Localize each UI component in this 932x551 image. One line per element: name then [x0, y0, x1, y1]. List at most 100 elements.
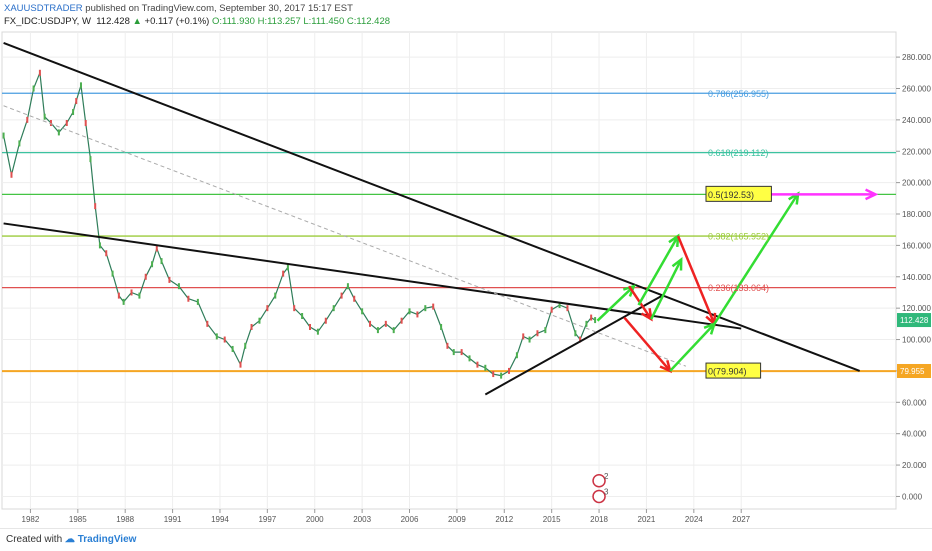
candle-bar: [522, 333, 525, 340]
symbol-name[interactable]: FX_IDC:USDJPY, W: [4, 16, 91, 27]
price-tag-label: 112.428: [900, 316, 929, 325]
candle-bar: [26, 116, 29, 123]
candle-bar: [258, 317, 261, 324]
last-price: 112.428: [96, 16, 130, 27]
candle-bar: [544, 327, 547, 334]
x-tick-label: 2021: [638, 515, 656, 524]
x-tick-label: 1982: [22, 515, 40, 524]
trendline: [3, 222, 742, 330]
candle-bar: [57, 129, 60, 136]
candle-bar: [105, 250, 108, 257]
up-arrow-icon: ▲: [132, 16, 142, 27]
candle-bar: [346, 283, 349, 290]
footer-bar: Created with ☁ TradingView: [0, 528, 932, 551]
candle-bar: [244, 342, 247, 349]
candle-bar: [274, 292, 277, 299]
fib-level-label: 0(79.904): [708, 367, 747, 377]
candle-bar: [98, 242, 101, 249]
candle-bar: [231, 345, 234, 352]
candle-bar: [10, 171, 13, 178]
created-with: Created with ☁ TradingView: [6, 534, 136, 545]
candle-bar: [43, 113, 46, 120]
open-value: O:111.930: [211, 16, 255, 27]
y-tick-label: 200.000: [902, 179, 931, 188]
tradingview-logo-icon[interactable]: ☁: [64, 534, 75, 545]
candle-bar: [32, 85, 35, 92]
candle-bar: [558, 302, 561, 309]
candle-bar: [424, 305, 427, 312]
author-name[interactable]: XAUUSDTRADER: [4, 3, 83, 14]
created-with-text: Created with: [6, 534, 63, 545]
price-change: +0.117 (+0.1%): [144, 16, 210, 27]
candle-bar: [177, 283, 180, 290]
fib-level-label: 0.236(133.064): [708, 283, 769, 293]
trendlines[interactable]: [3, 42, 861, 396]
candle-bar: [301, 313, 304, 320]
candle-bar: [130, 289, 133, 296]
event-marker-icon: [592, 489, 606, 504]
projection-arrow: [676, 235, 716, 325]
arrow-head-icon: [622, 284, 636, 297]
bottom-markers[interactable]: 23: [592, 472, 609, 504]
y-tick-label: 260.000: [902, 84, 931, 93]
arrow-head-icon: [865, 188, 879, 201]
candle-bar: [2, 132, 5, 139]
candle-bar: [340, 292, 343, 299]
x-tick-label: 1994: [211, 515, 229, 524]
candle-bar: [168, 276, 171, 283]
trendline: [3, 42, 861, 372]
candle-bar: [223, 336, 226, 343]
candle-bar: [361, 308, 364, 315]
y-tick-label: 220.000: [902, 147, 931, 156]
y-tick-label: 20.000: [902, 461, 927, 470]
x-tick-label: 2003: [353, 515, 371, 524]
candle-bar: [144, 273, 147, 280]
candle-bar: [266, 305, 269, 312]
candle-bar: [400, 317, 403, 324]
candle-bar: [536, 330, 539, 337]
candle-bar: [408, 308, 411, 315]
candle-bar: [476, 361, 479, 368]
y-tick-label: 40.000: [902, 430, 927, 439]
y-tick-label: 0.000: [902, 492, 923, 501]
projection-arrow: [669, 322, 716, 372]
candle-bar: [38, 69, 41, 76]
candle-bar: [468, 355, 471, 362]
candle-bar: [206, 320, 209, 327]
arrow-head-icon: [671, 256, 683, 271]
candle-bar: [353, 295, 356, 302]
candle-bar: [160, 258, 163, 265]
price-line: [3, 72, 596, 377]
candle-bar: [460, 349, 463, 356]
published-text: published on TradingView.com, September …: [85, 3, 353, 14]
y-tick-label: 160.000: [902, 241, 931, 250]
time-axis[interactable]: 1982 1985 1988 1991 1994 1997 2000 2003 2006 2009…: [22, 509, 751, 524]
x-tick-label: 2018: [590, 515, 608, 524]
price-chart[interactable]: 0.786(256.955) 0.618(219.112) 0.5(192.53) 0…: [0, 0, 932, 528]
candle-bar: [155, 245, 158, 252]
y-tick-label: 140.000: [902, 273, 931, 282]
chart-header: XAUUSDTRADER published on TradingView.co…: [0, 0, 932, 30]
candle-bar: [550, 306, 553, 313]
tradingview-brand[interactable]: TradingView: [77, 534, 137, 545]
candle-bar: [215, 333, 218, 340]
candle-bar: [376, 327, 379, 334]
candle-bar: [79, 82, 82, 89]
candle-bar: [369, 320, 372, 327]
candle-bar: [484, 364, 487, 371]
candle-bar: [432, 303, 435, 310]
event-marker-label: 2: [604, 472, 609, 481]
candle-bar: [579, 336, 582, 343]
candle-bar: [594, 317, 597, 324]
candle-bar: [75, 98, 78, 105]
projection-arrow: [713, 192, 800, 325]
y-tick-label: 180.000: [902, 210, 931, 219]
candle-bar: [492, 371, 495, 378]
projection-arrows[interactable]: [596, 188, 879, 374]
price-tag-label: 79.955: [900, 367, 925, 376]
candle-bar: [138, 292, 141, 299]
candle-bar: [392, 327, 395, 334]
fib-level-label: 0.618(219.112): [708, 148, 768, 158]
y-tick-label: 120.000: [902, 304, 931, 313]
price-axis[interactable]: 0.00020.00040.00060.00080.000100.000120.…: [896, 53, 931, 501]
